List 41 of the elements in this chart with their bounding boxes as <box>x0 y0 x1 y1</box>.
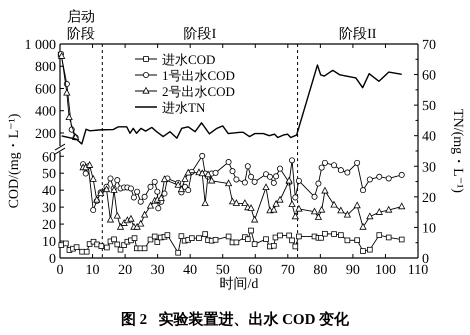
y-tick-label: 50 <box>42 167 56 182</box>
legend-label: 进水COD <box>162 52 216 67</box>
y2-axis-title: TN/(mg・L⁻¹) <box>450 109 465 194</box>
x-tick-label: 100 <box>374 263 396 278</box>
y-tick-label: 0 <box>49 252 56 267</box>
x-tick-label: 10 <box>86 263 100 278</box>
y2-tick-label: 50 <box>422 99 436 114</box>
legend-label: 1号出水COD <box>162 68 235 83</box>
y-tick-label: 1 000 <box>24 38 56 53</box>
text: 阶段II <box>339 26 377 42</box>
y2-tick-label: 60 <box>422 68 436 84</box>
x-tick-label: 90 <box>346 263 360 278</box>
y-tick-label: 40 <box>42 184 56 200</box>
y-tick-label: 10 <box>42 235 56 250</box>
text: 启动阶段 <box>67 9 96 42</box>
y-tick-label: 20 <box>42 218 56 234</box>
y-tick-label: 600 <box>35 82 56 98</box>
y-tick-label: 800 <box>35 60 56 76</box>
y-tick-label: 60 <box>42 150 56 166</box>
legend-label: 进水TN <box>162 100 206 115</box>
y-tick-label: 30 <box>42 201 56 216</box>
x-tick-label: 20 <box>118 263 132 278</box>
y-tick-label: 200 <box>35 126 56 142</box>
x-tick-label: 60 <box>248 263 262 278</box>
x-tick-label: 40 <box>183 263 198 278</box>
y2-tick-label: 40 <box>422 130 436 145</box>
x-axis-title: 时间/d <box>220 276 258 292</box>
x-tick-label: 80 <box>313 263 328 278</box>
y2-tick-label: 10 <box>422 221 436 236</box>
text: 图 2 实验装置进、出水 COD 变化 <box>120 310 350 328</box>
text: 阶段I <box>184 26 217 42</box>
x-tick-label: 50 <box>216 263 230 278</box>
x-tick-label: 110 <box>408 263 428 278</box>
legend-label: 2号出水COD <box>162 84 235 99</box>
y2-tick-label: 70 <box>422 38 436 53</box>
x-tick-label: 30 <box>150 263 165 278</box>
y-axis-title: COD/(mg・L⁻¹) <box>7 113 22 208</box>
y2-tick-label: 20 <box>422 190 436 206</box>
y2-tick-label: 30 <box>422 160 436 176</box>
y-tick-label: 400 <box>35 104 56 120</box>
x-tick-label: 70 <box>280 263 295 278</box>
